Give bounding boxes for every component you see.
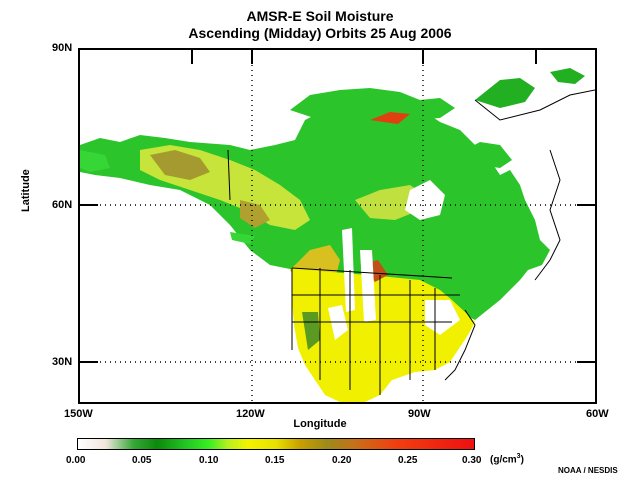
lat-tick-60n: 60N bbox=[52, 199, 73, 211]
lon-tick-120w: 120W bbox=[236, 408, 265, 420]
y-axis-label: Latitude bbox=[20, 169, 32, 212]
units-text: (g/cm bbox=[490, 454, 517, 466]
colorbar-label-025: 0.25 bbox=[398, 455, 418, 466]
lat-tick-90n: 90N bbox=[52, 42, 73, 54]
x-axis-label: Longitude bbox=[293, 418, 347, 430]
map-area bbox=[78, 48, 597, 404]
lon-tick-150w: 150W bbox=[64, 408, 93, 420]
borders bbox=[227, 89, 595, 395]
lat-tick-30n: 30N bbox=[52, 356, 73, 368]
map-subtitle: Ascending (Midday) Orbits 25 Aug 2006 bbox=[188, 25, 452, 41]
map-title: AMSR-E Soil Moisture bbox=[246, 8, 394, 24]
units-superscript: 3 bbox=[516, 453, 521, 460]
colorbar-label-005: 0.05 bbox=[132, 455, 152, 466]
colorbar-units: (g/cm3) bbox=[490, 453, 524, 465]
colorbar-label-000: 0.00 bbox=[66, 455, 86, 466]
lon-tick-60w: 60W bbox=[586, 408, 609, 420]
colorbar-label-010: 0.10 bbox=[199, 455, 219, 466]
graticule bbox=[80, 50, 595, 402]
colorbar-label-020: 0.20 bbox=[332, 455, 352, 466]
land-brown bbox=[150, 112, 410, 350]
credit-text: NOAA / NESDIS bbox=[558, 466, 618, 475]
units-close: ) bbox=[520, 454, 524, 466]
tick-marks bbox=[80, 50, 595, 363]
colorbar-label-030: 0.30 bbox=[462, 455, 482, 466]
lon-tick-90w: 90W bbox=[408, 408, 431, 420]
colorbar-label-015: 0.15 bbox=[265, 455, 285, 466]
colorbar bbox=[77, 438, 475, 450]
